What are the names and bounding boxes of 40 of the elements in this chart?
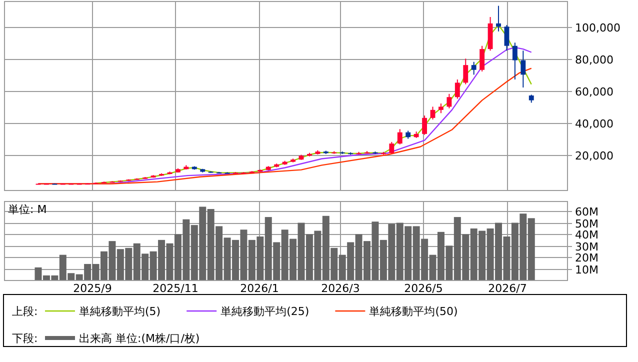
- x-tick-label: 2026/7: [488, 282, 527, 295]
- y-tick-label: 80,000: [575, 54, 614, 66]
- legend-label: 単純移動平均(50): [369, 305, 458, 318]
- y-tick-label: 30M: [575, 240, 598, 254]
- candlestick: [430, 106, 436, 120]
- x-tick-label: 2026/1: [240, 282, 279, 295]
- y-tick-label: 100,000: [575, 22, 620, 34]
- line-series: [38, 68, 532, 184]
- y-tick-label: 60M: [575, 206, 598, 218]
- legend-title: 上段:: [12, 305, 38, 318]
- candlestick: [454, 78, 460, 100]
- candlestick: [504, 24, 510, 52]
- candlestick: [438, 103, 444, 114]
- candlestick: [422, 115, 428, 136]
- y-tick-label: 40M: [575, 228, 598, 242]
- legend-label: 出来高 単位:(M株/口/枚): [79, 332, 200, 345]
- y-tick-label: 50M: [575, 218, 598, 230]
- x-tick-label: 2025/9: [73, 282, 112, 295]
- candlestick: [389, 141, 394, 154]
- legend-label: 単純移動平均(5): [79, 305, 161, 318]
- line-series: [95, 24, 532, 184]
- candlestick: [446, 93, 452, 109]
- y-tick-label: 20,000: [575, 150, 614, 162]
- candlestick: [512, 42, 518, 80]
- x-tick-label: 2025/11: [152, 282, 198, 295]
- candlestick: [496, 5, 501, 32]
- candlestick: [520, 50, 526, 88]
- legend-label: 単純移動平均(25): [220, 305, 310, 318]
- annotation: 単位: M: [8, 203, 47, 216]
- candlestick: [397, 128, 402, 145]
- x-tick-label: 2026/5: [404, 282, 443, 295]
- x-tick-label: 2026/3: [321, 282, 360, 295]
- candlestick: [480, 45, 485, 72]
- candlestick: [471, 61, 476, 76]
- y-tick-label: 60,000: [575, 86, 614, 98]
- y-tick-label: 10M: [575, 264, 598, 276]
- y-tick-label: 40,000: [575, 118, 614, 130]
- y-tick-label: 20M: [575, 252, 598, 264]
- candlestick: [463, 58, 468, 85]
- legend-title: 下段:: [12, 332, 38, 345]
